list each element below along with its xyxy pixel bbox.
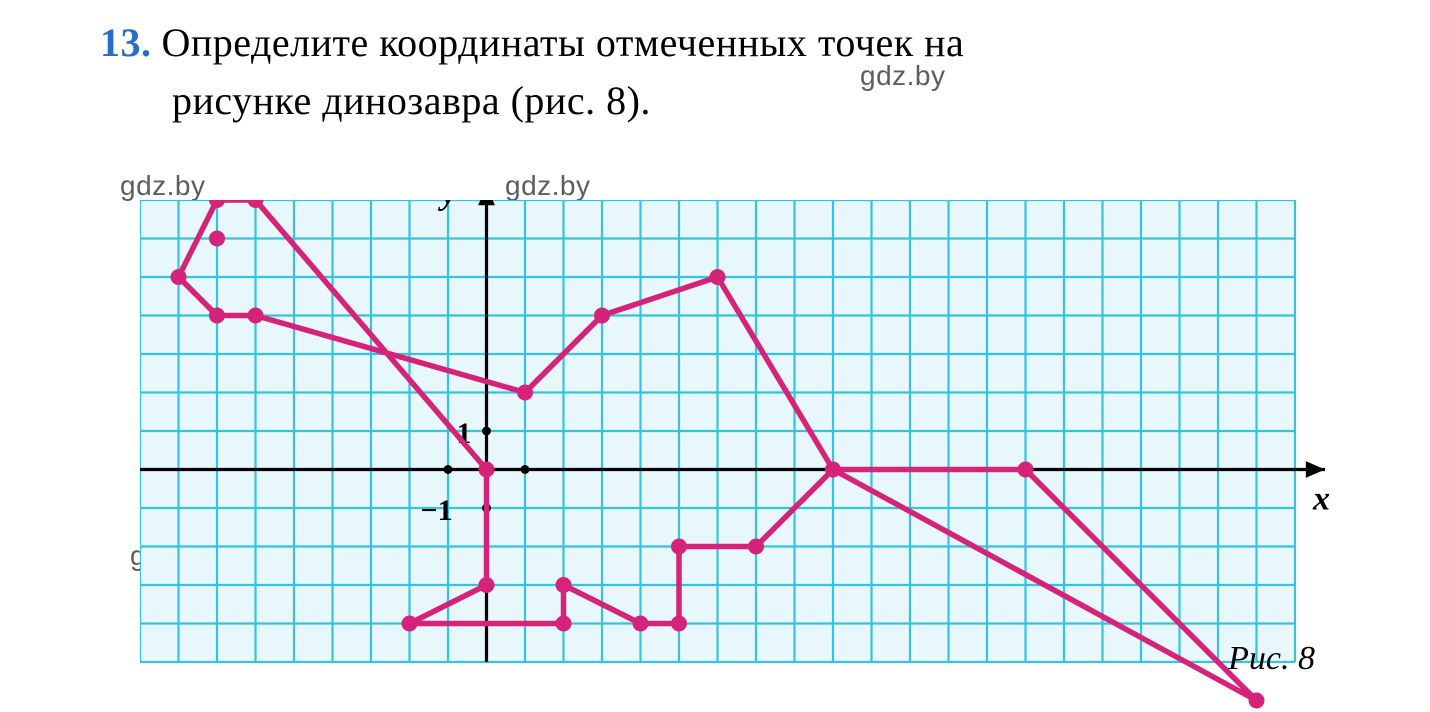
watermark: gdz.by [120, 170, 206, 202]
problem-line-2: рисунке динозавра (рис. 8). [172, 78, 651, 123]
coordinate-figure: xy1−1 [140, 200, 1355, 712]
figure-caption: Рис. 8 [1228, 640, 1315, 678]
svg-text:−1: −1 [421, 494, 453, 527]
watermark: gdz.by [505, 170, 591, 202]
svg-text:x: x [1312, 481, 1330, 518]
problem-line-1: Определите координаты отмеченных точек н… [162, 20, 965, 65]
problem-number: 13. [100, 20, 152, 65]
page-root: 13.Определите координаты отмеченных точе… [0, 0, 1430, 712]
figure-area: xy1−1 Рис. 8 [140, 200, 1330, 680]
watermark: gdz.by [860, 60, 946, 92]
problem-statement: 13.Определите координаты отмеченных точе… [100, 14, 1370, 130]
